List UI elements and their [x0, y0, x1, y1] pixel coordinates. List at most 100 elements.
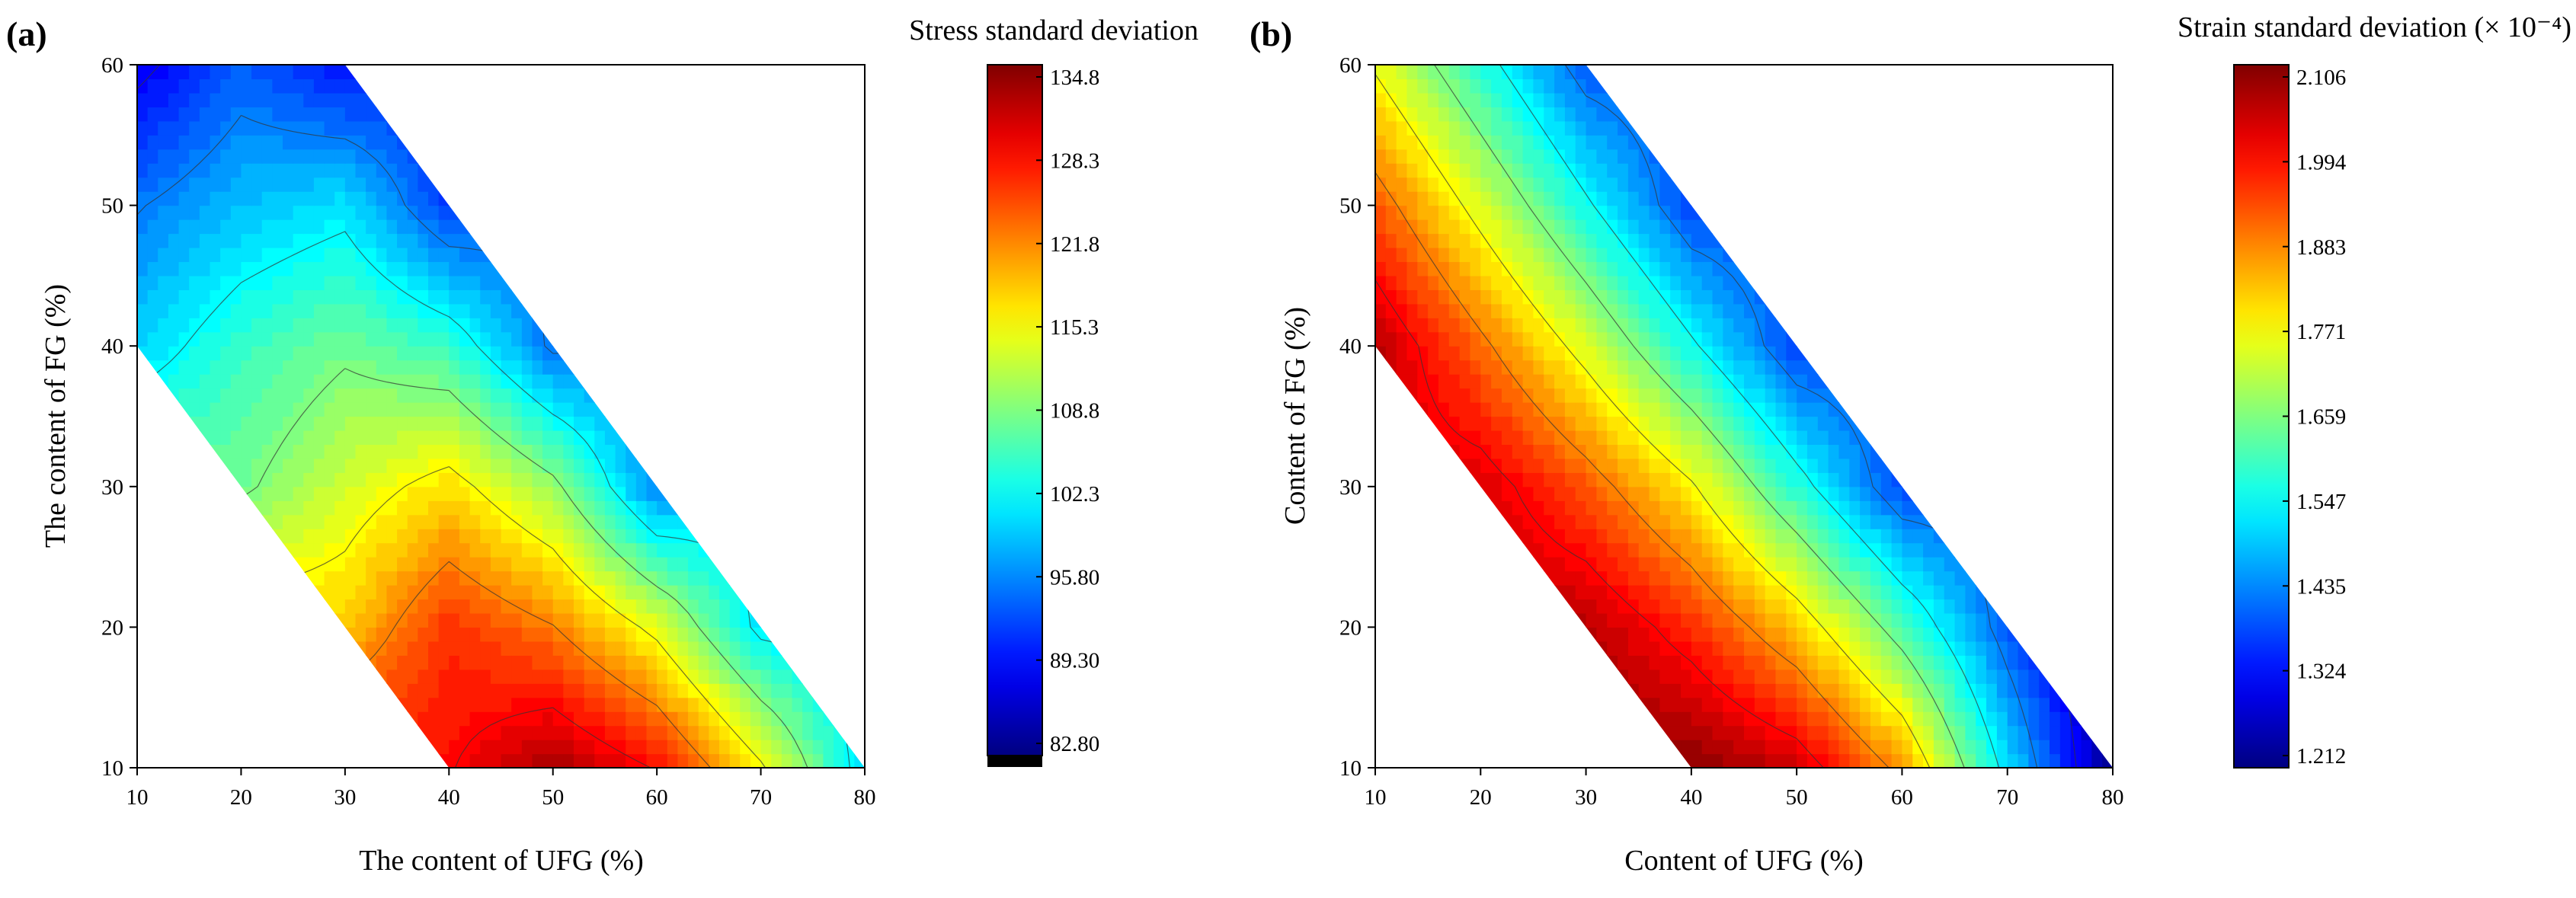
contour-cell: [148, 613, 158, 628]
contour-cell: [1923, 585, 1934, 599]
contour-cell: [740, 149, 750, 164]
contour-cell: [834, 234, 844, 248]
contour-cell: [501, 332, 512, 347]
contour-cell: [2008, 557, 2018, 571]
contour-cell: [771, 500, 782, 515]
contour-cell: [408, 585, 418, 599]
contour-cell: [771, 726, 782, 740]
contour-cell: [148, 417, 158, 431]
contour-cell: [480, 711, 491, 726]
contour-cell: [709, 683, 719, 698]
contour-cell: [2060, 515, 2071, 529]
contour-cell: [616, 121, 626, 136]
contour-cell: [189, 585, 200, 599]
contour-cell: [1955, 571, 1966, 586]
contour-cell: [2102, 613, 2113, 628]
contour-cell: [262, 304, 273, 318]
contour-cell: [366, 655, 376, 670]
contour-cell: [782, 234, 792, 248]
contour-cell: [1659, 726, 1670, 740]
contour-cell: [511, 78, 522, 93]
contour-cell: [1912, 599, 1923, 613]
contour-cell: [210, 599, 221, 613]
contour-cell: [522, 149, 533, 164]
contour-cell: [480, 585, 491, 599]
contour-cell: [1765, 627, 1776, 641]
contour-cell: [1417, 599, 1428, 613]
contour-cell: [1659, 613, 1670, 628]
contour-cell: [594, 683, 605, 698]
contour-cell: [1449, 571, 1460, 586]
contour-cell: [677, 571, 688, 586]
contour-cell: [667, 304, 678, 318]
contour-cell: [667, 472, 678, 487]
contour-cell: [1807, 711, 1818, 726]
contour-cell: [418, 191, 428, 206]
contour-cell: [356, 585, 366, 599]
contour-cell: [782, 388, 792, 403]
contour-cell: [699, 388, 709, 403]
contour-cell: [480, 107, 491, 121]
contour-cell: [1829, 529, 1839, 543]
contour-cell: [283, 711, 293, 726]
contour-cell: [376, 740, 387, 754]
contour-cell: [200, 163, 210, 177]
contour-cell: [168, 670, 179, 684]
contour-cell: [210, 754, 221, 769]
contour-cell: [1386, 585, 1397, 599]
contour-cell: [522, 740, 533, 754]
contour-cell: [854, 417, 865, 431]
contour-cell: [719, 571, 730, 586]
contour-cell: [854, 135, 865, 149]
contour-cell: [397, 444, 408, 459]
contour-cell: [626, 261, 636, 276]
contour-cell: [1723, 754, 1733, 769]
contour-cell: [293, 430, 304, 445]
contour-cell: [522, 599, 533, 613]
contour-cell: [283, 304, 293, 318]
contour-cell: [626, 740, 636, 754]
contour-cell: [397, 219, 408, 234]
contour-cell: [1691, 529, 1702, 543]
contour-cell: [802, 135, 813, 149]
contour-cell: [334, 332, 345, 347]
contour-cell: [1650, 557, 1660, 571]
contour-cell: [542, 121, 553, 136]
contour-cell: [1428, 515, 1438, 529]
contour-cell: [137, 726, 148, 740]
contour-cell: [1438, 711, 1449, 726]
contour-cell: [210, 107, 221, 121]
contour-cell: [1691, 627, 1702, 641]
contour-cell: [1797, 683, 1807, 698]
contour-cell: [813, 135, 824, 149]
contour-cell: [1818, 599, 1829, 613]
contour-cell: [428, 613, 439, 628]
contour-cell: [740, 557, 750, 571]
contour-cell: [334, 417, 345, 431]
contour-cell: [428, 78, 439, 93]
contour-cell: [158, 698, 168, 712]
contour-cell: [1417, 585, 1428, 599]
contour-cell: [542, 149, 553, 164]
contour-cell: [636, 107, 647, 121]
contour-cell: [210, 163, 221, 177]
contour-cell: [511, 529, 522, 543]
contour-cell: [1618, 670, 1628, 684]
contour-cell: [1955, 683, 1966, 698]
contour-cell: [761, 191, 772, 206]
contour-cell: [1544, 754, 1554, 769]
contour-cell: [594, 613, 605, 628]
contour-cell: [428, 500, 439, 515]
contour-cell: [189, 276, 200, 290]
contour-cell: [428, 472, 439, 487]
contour-cell: [647, 543, 658, 558]
contour-cell: [522, 107, 533, 121]
contour-cell: [719, 360, 730, 375]
contour-cell: [1586, 500, 1597, 515]
contour-cell: [699, 261, 709, 276]
contour-cell: [1923, 740, 1934, 754]
contour-cell: [2039, 711, 2050, 726]
contour-cell: [1986, 500, 1997, 515]
contour-cell: [522, 487, 533, 501]
contour-cell: [418, 599, 428, 613]
